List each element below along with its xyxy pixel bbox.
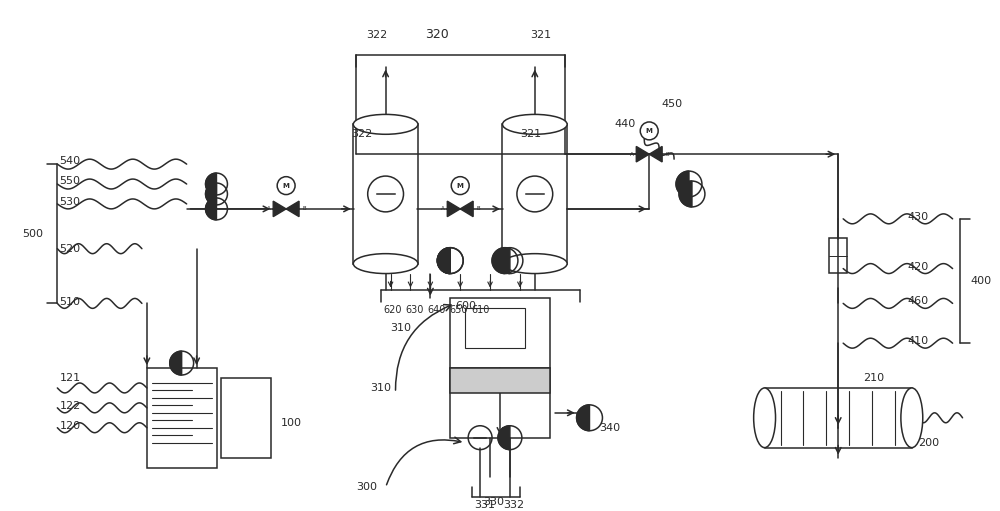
Text: 410: 410	[908, 336, 929, 346]
Text: 600: 600	[455, 301, 476, 311]
Text: 500: 500	[23, 229, 44, 239]
Text: 330: 330	[483, 497, 504, 507]
Text: 630: 630	[406, 306, 424, 315]
Text: 210: 210	[863, 373, 884, 383]
Text: A: A	[630, 152, 633, 157]
Polygon shape	[206, 198, 217, 220]
Text: B: B	[476, 206, 480, 212]
Text: 322: 322	[351, 129, 372, 140]
Text: 460: 460	[908, 296, 929, 307]
Text: 430: 430	[908, 212, 929, 222]
Polygon shape	[492, 248, 505, 273]
Bar	[765, 388, 912, 448]
Polygon shape	[447, 201, 460, 217]
Polygon shape	[497, 248, 510, 273]
Ellipse shape	[353, 114, 418, 134]
Bar	[502, 124, 567, 264]
Text: 310: 310	[391, 323, 412, 333]
Text: 610: 610	[471, 306, 490, 315]
Polygon shape	[649, 147, 662, 162]
Text: B: B	[302, 206, 306, 212]
Text: 321: 321	[520, 129, 541, 140]
Text: 320: 320	[425, 28, 449, 41]
Polygon shape	[437, 248, 450, 273]
Text: 540: 540	[59, 156, 80, 166]
Polygon shape	[437, 248, 450, 273]
Ellipse shape	[502, 253, 567, 273]
Polygon shape	[206, 173, 217, 195]
Text: 550: 550	[59, 176, 80, 186]
Text: 620: 620	[384, 306, 402, 315]
Text: 440: 440	[614, 120, 636, 129]
Bar	[221, 378, 271, 457]
Polygon shape	[460, 201, 473, 217]
Polygon shape	[170, 351, 182, 375]
Text: 100: 100	[281, 418, 302, 428]
Text: A: A	[441, 206, 444, 212]
Text: 520: 520	[59, 244, 80, 253]
Text: 200: 200	[918, 437, 939, 448]
Bar	[450, 368, 550, 393]
Text: 122: 122	[59, 401, 81, 411]
Text: M: M	[457, 182, 464, 189]
Ellipse shape	[901, 388, 923, 448]
Polygon shape	[286, 201, 299, 217]
Text: 400: 400	[971, 275, 992, 286]
Text: 340: 340	[599, 423, 621, 433]
Text: M: M	[283, 182, 290, 189]
Text: 322: 322	[366, 30, 387, 40]
Text: 332: 332	[503, 500, 524, 510]
Text: 530: 530	[59, 197, 80, 207]
Polygon shape	[577, 405, 590, 431]
Polygon shape	[636, 147, 649, 162]
Bar	[829, 238, 847, 273]
Bar	[353, 124, 418, 264]
Text: B: B	[665, 152, 669, 157]
Text: 120: 120	[59, 421, 80, 431]
Text: 331: 331	[474, 500, 495, 510]
Text: 650: 650	[449, 306, 468, 315]
Text: M: M	[646, 128, 653, 134]
Text: 121: 121	[59, 373, 80, 383]
Text: 420: 420	[908, 262, 929, 271]
Bar	[465, 308, 525, 348]
Polygon shape	[676, 171, 689, 197]
Polygon shape	[273, 201, 286, 217]
Polygon shape	[206, 183, 217, 205]
Ellipse shape	[353, 253, 418, 273]
Ellipse shape	[754, 388, 776, 448]
Bar	[147, 368, 217, 468]
Ellipse shape	[502, 114, 567, 134]
Text: 450: 450	[661, 100, 682, 109]
Text: 321: 321	[530, 30, 551, 40]
Polygon shape	[498, 426, 510, 450]
Text: A: A	[266, 206, 270, 212]
Bar	[450, 298, 550, 438]
Text: 640: 640	[427, 306, 446, 315]
Text: 300: 300	[356, 482, 377, 493]
Polygon shape	[679, 181, 692, 207]
Text: 310: 310	[371, 383, 392, 393]
Text: 510: 510	[59, 297, 80, 308]
